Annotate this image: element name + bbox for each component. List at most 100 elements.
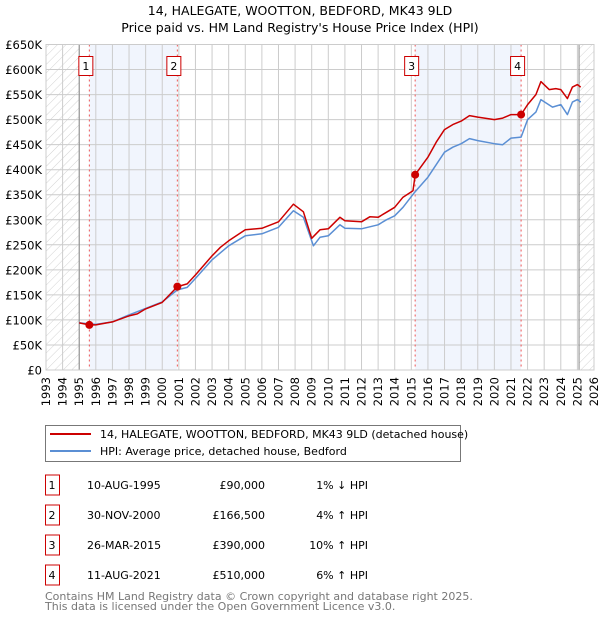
x-tick-label: 2025 [570, 377, 584, 406]
row-number-box [45, 534, 60, 556]
sale-label-box [404, 56, 420, 76]
legend: 14, HALEGATE, WOOTTON, BEDFORD, MK43 9LD… [45, 425, 468, 462]
sale-label: 2 [170, 60, 177, 73]
x-tick-label: 2015 [404, 377, 418, 406]
row-price: £90,000 [220, 479, 266, 492]
x-tick-label: 1996 [89, 377, 103, 406]
x-tick-label: 2004 [222, 377, 236, 406]
row-date: 26-MAR-2015 [87, 539, 161, 552]
row-date: 10-AUG-1995 [87, 479, 161, 492]
plot-area: 1993 1994 1995 1996 1997 1998 1999 2000 2001 2002… [5, 38, 600, 406]
x-tick-label: 2023 [537, 377, 551, 406]
ownership-period-band [415, 44, 522, 370]
sale-point [517, 110, 526, 119]
y-tick-label: £600K [5, 63, 42, 77]
sale-label-box [166, 56, 182, 76]
x-tick-label: 2008 [288, 377, 302, 406]
x-tick-label: 1997 [105, 377, 119, 406]
legend-label-property: 14, HALEGATE, WOOTTON, BEDFORD, MK43 9LD… [100, 428, 468, 441]
x-tick-label: 2000 [155, 377, 169, 406]
chart-subtitle: Price paid vs. HM Land Registry's House … [121, 20, 478, 35]
hpi-series-line [79, 98, 582, 326]
y-tick-label: £550K [5, 88, 42, 102]
sale-label: 1 [82, 60, 89, 73]
x-tick-label: 2024 [554, 377, 568, 406]
row-hpi-change: 1% ↓ HPI [316, 479, 368, 492]
x-tick-label: 2007 [271, 377, 285, 406]
sale-label-box [78, 56, 94, 76]
x-tick-label: 2009 [305, 377, 319, 406]
x-tick-label: 2006 [255, 377, 269, 406]
y-tick-label: £400K [5, 163, 42, 177]
table-row: 3 26-MAR-2015 £390,000 10% ↑ HPI [45, 534, 368, 556]
x-tick-label: 2003 [205, 377, 219, 406]
x-tick-label: 1994 [56, 377, 70, 406]
x-tick-label: 2012 [355, 377, 369, 406]
row-number: 1 [49, 479, 56, 492]
row-number-box [45, 504, 60, 526]
y-tick-label: £250K [5, 238, 42, 252]
ownership-period-band [89, 44, 178, 370]
y-tick-label: £50K [13, 338, 43, 352]
y-tick-label: £500K [5, 113, 42, 127]
chart-title: 14, HALEGATE, WOOTTON, BEDFORD, MK43 9LD [148, 3, 452, 18]
x-tick-label: 2005 [238, 377, 252, 406]
x-tick-label: 2021 [504, 377, 518, 406]
table-row: 4 11-AUG-2021 £510,000 6% ↑ HPI [45, 564, 368, 586]
table-row: 1 10-AUG-1995 £90,000 1% ↓ HPI [45, 474, 368, 496]
row-number-box [45, 564, 60, 586]
x-tick-label: 2026 [587, 377, 600, 406]
sale-label: 3 [408, 60, 415, 73]
no-data-region [579, 44, 594, 370]
y-tick-label: £650K [5, 38, 42, 52]
sale-label: 4 [514, 60, 521, 73]
sale-point [173, 282, 182, 291]
y-tick-label: £150K [5, 288, 42, 302]
x-tick-label: 2020 [487, 377, 501, 406]
footer-copyright: Contains HM Land Registry data © Crown c… [45, 590, 473, 603]
row-number: 4 [49, 569, 56, 582]
y-tick-label: £100K [5, 313, 42, 327]
sale-point [85, 320, 94, 329]
y-tick-label: £300K [5, 213, 42, 227]
x-tick-label: 2010 [321, 377, 335, 406]
y-tick-label: £350K [5, 188, 42, 202]
x-tick-label: 1999 [139, 377, 153, 406]
row-hpi-change: 10% ↑ HPI [309, 539, 368, 552]
x-tick-label: 2017 [438, 377, 452, 406]
x-tick-label: 2001 [172, 377, 186, 406]
x-tick-label: 2019 [471, 377, 485, 406]
row-price: £390,000 [213, 539, 266, 552]
row-number: 2 [49, 509, 56, 522]
row-number-box [45, 474, 60, 496]
x-tick-label: 2022 [521, 377, 535, 406]
table-row: 2 30-NOV-2000 £166,500 4% ↑ HPI [45, 504, 368, 526]
row-price: £510,000 [213, 569, 266, 582]
row-price: £166,500 [213, 509, 266, 522]
x-tick-label: 2013 [371, 377, 385, 406]
x-tick-label: 2011 [338, 377, 352, 406]
row-hpi-change: 6% ↑ HPI [316, 569, 368, 582]
x-tick-label: 2018 [454, 377, 468, 406]
sale-point [411, 170, 420, 179]
x-tick-label: 1993 [39, 377, 53, 406]
property-series-line [79, 80, 582, 326]
row-date: 30-NOV-2000 [87, 509, 161, 522]
y-tick-label: £450K [5, 138, 42, 152]
y-tick-label: £0 [27, 364, 42, 378]
x-tick-label: 1995 [72, 377, 86, 406]
plot-frame [45, 44, 595, 371]
x-tick-label: 2016 [421, 377, 435, 406]
x-tick-label: 2002 [188, 377, 202, 406]
x-tick-label: 1998 [122, 377, 136, 406]
transactions-table: 1 10-AUG-1995 £90,000 1% ↓ HPI 2 30-NOV-2000 £… [45, 474, 368, 586]
x-tick-label: 2014 [388, 377, 402, 406]
row-number: 3 [49, 539, 56, 552]
footer-licence: This data is licensed under the Open Gov… [44, 600, 395, 613]
row-hpi-change: 4% ↑ HPI [316, 509, 368, 522]
row-date: 11-AUG-2021 [87, 569, 161, 582]
y-tick-label: £200K [5, 263, 42, 277]
legend-label-hpi: HPI: Average price, detached house, Bedf… [100, 445, 347, 458]
sale-label-box [510, 56, 526, 76]
